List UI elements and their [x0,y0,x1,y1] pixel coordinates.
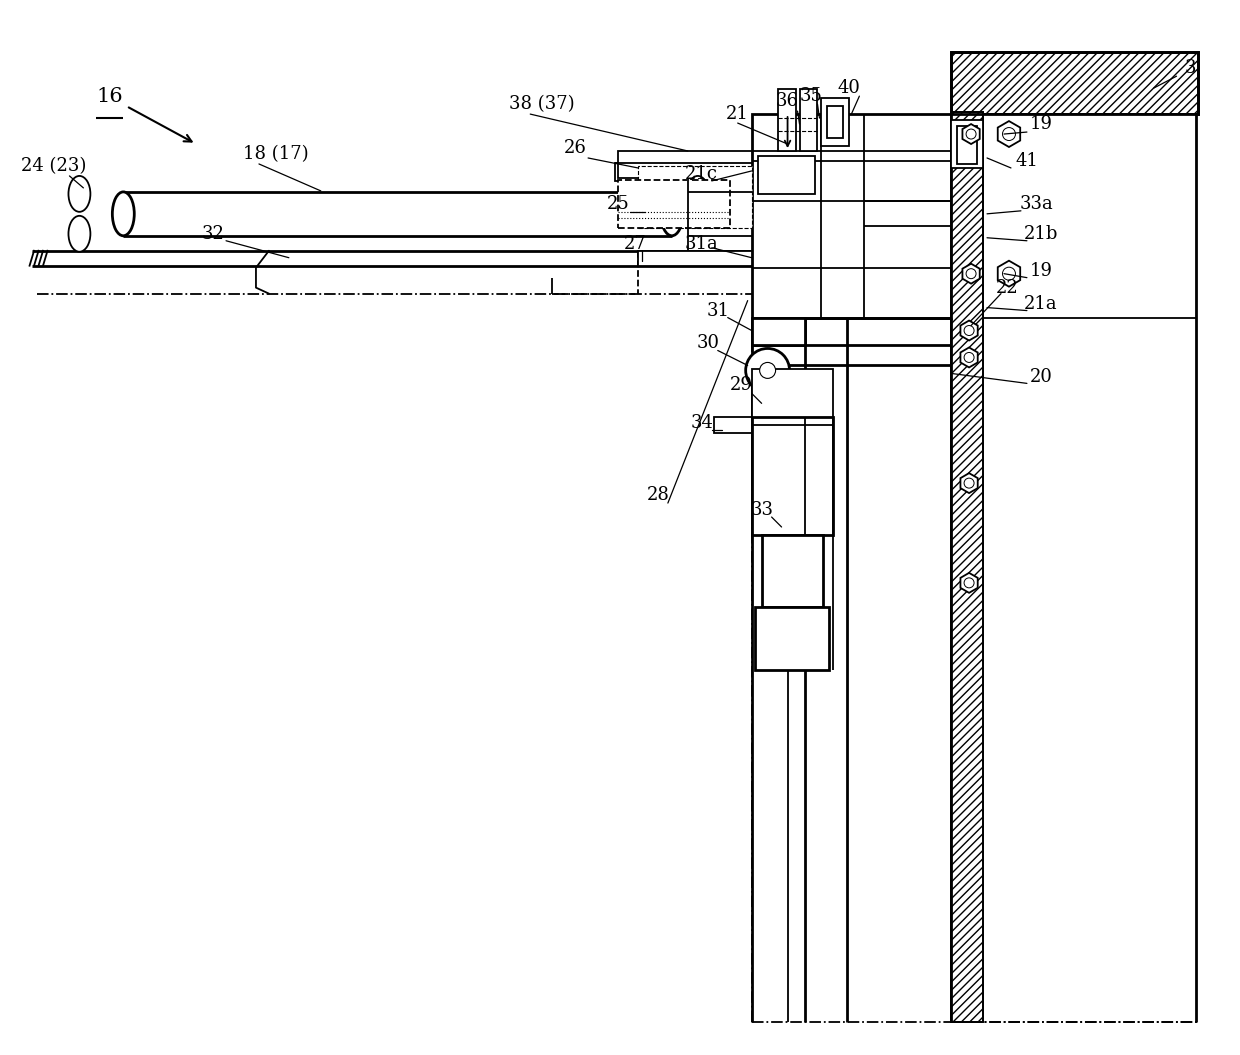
Text: 38 (37): 38 (37) [510,95,575,113]
Text: 33: 33 [750,501,773,519]
Text: 20: 20 [1029,368,1053,386]
Circle shape [745,348,790,392]
Bar [751,114,951,318]
Bar [615,162,913,180]
Text: 21b: 21b [1024,225,1058,243]
Bar [637,166,751,228]
Text: 28: 28 [646,486,670,504]
Circle shape [1002,267,1016,281]
Text: 21a: 21a [1024,294,1058,312]
Text: 22: 22 [996,279,1018,296]
Polygon shape [961,473,977,493]
Bar [755,607,830,670]
Bar [983,114,1197,318]
Circle shape [963,352,975,363]
Circle shape [966,269,976,279]
Circle shape [966,129,976,139]
Text: 33a: 33a [1021,195,1054,213]
Bar [758,156,816,194]
Bar [951,53,1199,114]
Bar [777,90,796,151]
Bar [751,418,833,535]
Polygon shape [961,321,977,341]
Circle shape [963,326,975,335]
Text: 16: 16 [95,87,123,106]
Polygon shape [998,121,1021,147]
Ellipse shape [113,192,134,235]
Polygon shape [961,347,977,367]
Bar [951,112,983,1021]
Text: 24 (23): 24 (23) [21,157,87,175]
Text: 36: 36 [776,92,799,110]
Text: 35: 35 [800,88,823,106]
Bar [957,126,977,164]
Ellipse shape [68,216,91,252]
Text: 21: 21 [727,106,749,123]
Text: 41: 41 [1016,152,1038,170]
Bar [761,535,823,607]
Bar [800,90,817,151]
Polygon shape [962,264,980,284]
Text: 29: 29 [730,377,753,395]
Bar [751,369,833,418]
Ellipse shape [687,176,709,212]
Ellipse shape [68,176,91,212]
Circle shape [1002,128,1016,140]
Text: 27: 27 [624,235,646,253]
Circle shape [760,363,775,379]
Polygon shape [998,261,1021,287]
Text: 30: 30 [697,334,719,352]
Circle shape [963,478,975,488]
Bar [751,318,805,345]
Text: 25: 25 [606,195,630,213]
Text: 32: 32 [202,225,224,243]
Polygon shape [961,573,977,593]
Bar [618,180,729,228]
Bar [983,114,1197,318]
Text: 18 (17): 18 (17) [243,145,309,162]
Bar [714,418,751,434]
Bar [821,98,849,146]
Ellipse shape [661,192,683,235]
Text: 19: 19 [1029,115,1053,133]
Bar [951,120,983,168]
Bar [618,151,751,178]
Text: 34: 34 [691,415,713,433]
Text: 31a: 31a [684,235,719,253]
Text: 40: 40 [838,79,861,97]
Text: 26: 26 [564,139,587,157]
Bar [951,112,983,1021]
Text: 3: 3 [1184,59,1197,77]
Bar [637,251,751,266]
Circle shape [963,578,975,588]
Polygon shape [962,124,980,145]
Text: 21c: 21c [686,165,718,183]
Text: 31: 31 [707,302,729,320]
Text: 19: 19 [1029,262,1053,280]
Bar [827,107,843,138]
Bar [951,53,1199,114]
